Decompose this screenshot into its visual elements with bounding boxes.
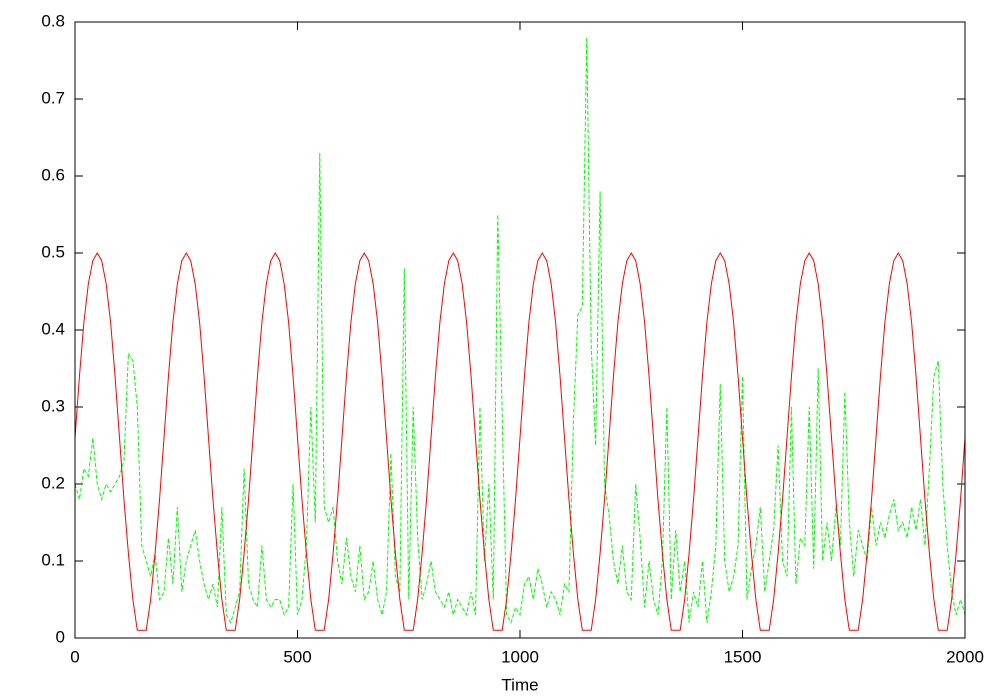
x-tick-label: 500 xyxy=(283,647,311,666)
y-tick-label: 0.7 xyxy=(41,88,65,107)
series-line xyxy=(74,37,966,624)
x-tick-label: 1000 xyxy=(501,647,539,666)
y-tick-label: 0 xyxy=(56,627,65,646)
y-tick-label: 0.6 xyxy=(41,165,65,184)
y-tick-label: 0.5 xyxy=(41,242,65,261)
plot-frame xyxy=(74,21,966,639)
y-tick-label: 0.4 xyxy=(41,319,65,338)
series-line xyxy=(74,252,966,631)
x-tick-label: 1500 xyxy=(724,647,762,666)
y-tick-label: 0.2 xyxy=(41,473,65,492)
x-tick-label: 0 xyxy=(70,647,79,666)
y-tick-label: 0.8 xyxy=(41,11,65,30)
y-tick-label: 0.3 xyxy=(41,396,65,415)
y-tick-label: 0.1 xyxy=(41,550,65,569)
x-tick-label: 2000 xyxy=(946,647,984,666)
x-axis-label: Time xyxy=(501,675,538,694)
